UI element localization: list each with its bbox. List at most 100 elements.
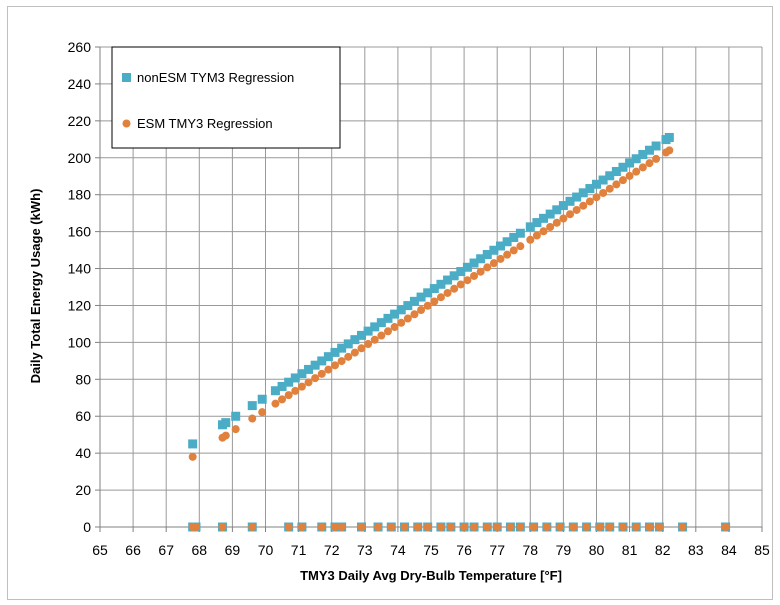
x-tick-label: 83	[688, 542, 704, 558]
y-tick-label: 120	[68, 297, 92, 313]
x-tick-label: 68	[192, 542, 208, 558]
data-point-nonesm	[611, 167, 621, 177]
data-point-nonesm	[297, 369, 307, 379]
data-point-nonesm	[598, 175, 608, 185]
zero-point-esm	[446, 523, 455, 531]
data-point-esm	[592, 193, 601, 202]
zero-point-esm	[317, 523, 326, 531]
data-point-esm	[625, 171, 634, 180]
data-point-esm	[496, 254, 505, 263]
data-point-esm	[566, 210, 575, 219]
data-point-esm	[357, 344, 366, 353]
zero-point-esm	[337, 523, 346, 531]
data-point-esm	[599, 188, 608, 197]
data-point-esm	[324, 365, 333, 374]
data-point-esm	[489, 259, 498, 268]
data-point-nonesm	[330, 347, 340, 357]
zero-point-esm	[400, 523, 409, 531]
data-point-esm	[248, 414, 257, 423]
data-point-esm	[317, 369, 326, 378]
data-point-esm	[221, 431, 230, 440]
data-point-nonesm	[221, 418, 231, 428]
data-point-nonesm	[532, 218, 542, 228]
zero-point-esm	[721, 523, 730, 531]
data-point-nonesm	[664, 132, 674, 142]
data-point-esm	[470, 271, 479, 280]
x-tick-label: 65	[92, 542, 108, 558]
data-point-nonesm	[363, 326, 373, 336]
zero-point-esm	[493, 523, 502, 531]
data-point-nonesm	[638, 149, 648, 159]
zero-point-esm	[542, 523, 551, 531]
data-point-esm	[403, 314, 412, 323]
data-point-nonesm	[429, 284, 439, 294]
data-point-nonesm	[423, 288, 433, 298]
data-point-esm	[652, 154, 661, 163]
y-tick-label: 240	[68, 76, 92, 92]
data-point-nonesm	[290, 373, 300, 383]
data-point-esm	[271, 399, 280, 408]
data-point-nonesm	[443, 275, 453, 285]
data-point-nonesm	[356, 330, 366, 340]
x-tick-label: 72	[324, 542, 340, 558]
x-tick-label: 74	[390, 542, 406, 558]
x-axis-ticks: 65 66 67 68 69 70 71 72 73 74 75 76 77 78 79 80 81 82 83 84…	[92, 527, 770, 558]
data-point-nonesm	[565, 196, 575, 206]
data-points	[188, 132, 674, 461]
data-point-nonesm	[409, 296, 419, 306]
x-tick-label: 79	[556, 542, 572, 558]
data-point-esm	[645, 159, 654, 168]
data-point-esm	[509, 246, 518, 255]
data-point-esm	[430, 297, 439, 306]
legend-marker-nonesm	[122, 73, 131, 82]
data-point-esm	[231, 425, 240, 434]
y-tick-label: 80	[75, 371, 91, 387]
data-point-esm	[188, 452, 197, 461]
data-point-esm	[503, 250, 512, 259]
x-tick-label: 75	[423, 542, 439, 558]
data-point-esm	[410, 310, 419, 319]
data-point-esm	[370, 335, 379, 344]
data-point-nonesm	[482, 250, 492, 260]
data-point-esm	[456, 280, 465, 289]
x-tick-label: 82	[655, 542, 671, 558]
data-point-nonesm	[476, 254, 486, 264]
data-point-esm	[311, 374, 320, 383]
zero-point-esm	[218, 523, 227, 531]
data-point-esm	[612, 180, 621, 189]
x-tick-label: 77	[489, 542, 505, 558]
data-point-nonesm	[350, 335, 360, 345]
zero-point-esm	[460, 523, 469, 531]
data-point-nonesm	[552, 205, 562, 215]
data-point-nonesm	[456, 267, 466, 277]
data-point-esm	[304, 378, 313, 387]
zero-point-esm	[191, 523, 200, 531]
data-point-nonesm	[337, 343, 347, 353]
data-point-esm	[344, 352, 353, 361]
zero-point-esm	[331, 523, 340, 531]
x-axis-title: TMY3 Daily Avg Dry-Bulb Temperature [°F]	[300, 568, 562, 583]
data-point-esm	[258, 408, 267, 417]
legend-marker-esm	[122, 119, 131, 128]
zero-point-esm	[248, 523, 257, 531]
data-point-nonesm	[496, 241, 506, 251]
data-point-nonesm	[436, 279, 446, 289]
data-point-esm	[297, 382, 306, 391]
legend: nonESM TYM3 Regression ESM TMY3 Regressi…	[111, 46, 341, 149]
x-tick-label: 84	[721, 542, 737, 558]
zero-point-esm	[387, 523, 396, 531]
data-point-nonesm	[515, 228, 525, 238]
zero-point-esm	[374, 523, 383, 531]
data-point-nonesm	[572, 192, 582, 202]
data-point-nonesm	[631, 154, 641, 164]
data-point-esm	[665, 146, 674, 155]
data-point-nonesm	[270, 386, 280, 396]
x-tick-label: 76	[456, 542, 472, 558]
zero-point-esm	[357, 523, 366, 531]
data-point-nonesm	[396, 305, 406, 315]
zero-point-esm	[284, 523, 293, 531]
data-point-esm	[436, 293, 445, 302]
data-point-nonesm	[489, 245, 499, 255]
data-point-nonesm	[343, 339, 353, 349]
data-point-nonesm	[416, 292, 426, 302]
